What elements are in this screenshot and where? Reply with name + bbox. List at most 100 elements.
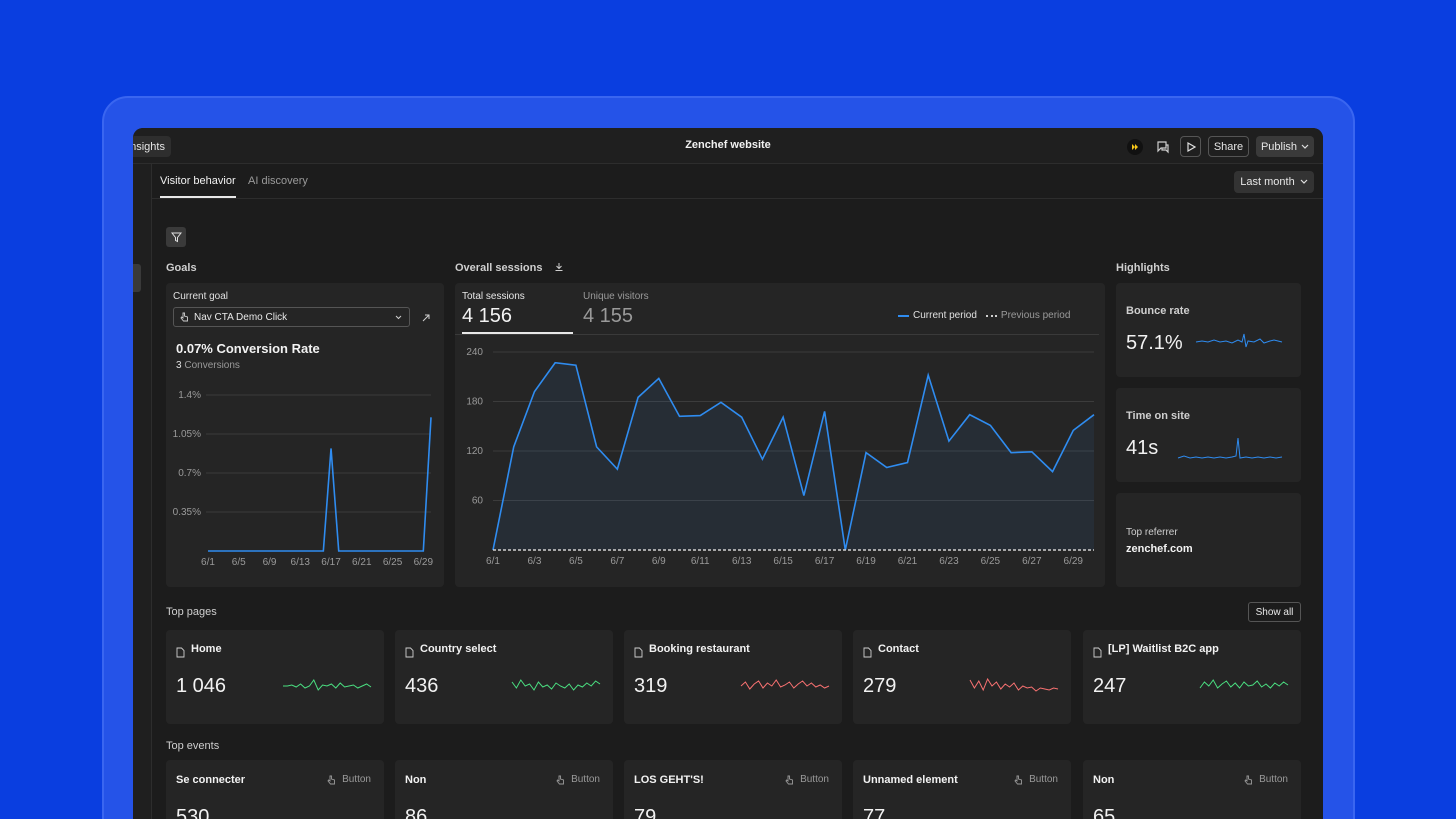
event-card[interactable]: Unnamed element Button 77 (853, 760, 1071, 819)
conversions-summary: 3 Conversions (176, 360, 240, 371)
open-goal-icon[interactable] (421, 310, 431, 328)
goal-select[interactable]: Nav CTA Demo Click (173, 307, 410, 327)
page-card[interactable]: Home 1 046 (166, 630, 384, 724)
top-referrer-card: Top referrer zenchef.com (1116, 493, 1301, 587)
x-tick-label: 6/5 (232, 557, 246, 568)
page-name: Country select (420, 643, 497, 655)
ai-assistant-icon[interactable] (1124, 136, 1145, 157)
app-window: Insights Zenchef website Share Publish V… (133, 128, 1323, 819)
page-trend-sparkline (1199, 679, 1289, 689)
filter-icon (170, 232, 182, 242)
metric-tab-underline (462, 332, 573, 334)
pointer-icon (556, 775, 565, 784)
x-tick-label: 6/9 (652, 556, 666, 567)
download-icon[interactable] (554, 262, 564, 272)
event-count: 86 (405, 806, 428, 819)
pointer-icon (180, 312, 188, 322)
x-tick-label: 6/29 (1064, 556, 1084, 567)
page-views: 436 (405, 675, 439, 697)
x-tick-label: 6/21 (898, 556, 918, 567)
top-referrer-label: Top referrer (1126, 527, 1178, 538)
top-referrer-value[interactable]: zenchef.com (1126, 543, 1193, 555)
page-trend-sparkline (969, 677, 1059, 692)
event-type-badge: Button (327, 774, 371, 785)
x-tick-label: 6/7 (610, 556, 624, 567)
publish-button[interactable]: Publish (1256, 136, 1314, 157)
date-range-select[interactable]: Last month (1234, 171, 1314, 193)
y-tick-label: 1.4% (178, 390, 201, 401)
x-tick-label: 6/17 (815, 556, 835, 567)
tab-bar: Visitor behavior AI discovery Last month (152, 164, 1323, 199)
share-button-label: Share (1213, 140, 1244, 153)
pointer-icon (1244, 775, 1253, 784)
tab-ai-discovery[interactable]: AI discovery (248, 175, 308, 187)
sessions-section-title: Overall sessions (455, 262, 564, 274)
x-tick-label: 6/5 (569, 556, 583, 567)
time-on-site-sparkline (1177, 437, 1283, 459)
chart-legend: Current period Previous period (898, 310, 1070, 321)
page-icon (1093, 645, 1102, 663)
page-icon (176, 645, 185, 663)
x-tick-label: 6/27 (1022, 556, 1042, 567)
legend-previous-label: Previous period (1000, 310, 1071, 321)
event-type-badge: Button (1244, 774, 1288, 785)
legend-previous-swatch (985, 314, 997, 317)
preview-play-icon[interactable] (1180, 136, 1201, 157)
x-tick-label: 6/9 (263, 557, 277, 568)
event-type: Button (800, 774, 829, 785)
active-tab-underline (160, 196, 236, 198)
unique-visitors-label[interactable]: Unique visitors (583, 291, 649, 302)
page-icon (405, 645, 414, 663)
pointer-icon (1014, 775, 1023, 784)
y-tick-label: 60 (472, 496, 484, 507)
tab-visitor-behavior[interactable]: Visitor behavior (160, 175, 236, 187)
comments-icon[interactable] (1152, 136, 1173, 157)
event-type-badge: Button (1014, 774, 1058, 785)
pointer-icon (327, 775, 336, 784)
event-card[interactable]: Non Button 65 (1083, 760, 1301, 819)
time-on-site-label: Time on site (1126, 410, 1190, 422)
y-tick-label: 0.7% (178, 468, 201, 479)
x-tick-label: 6/3 (527, 556, 541, 567)
insights-tab-button[interactable]: Insights (133, 136, 171, 157)
x-tick-label: 6/29 (414, 557, 434, 568)
page-card[interactable]: Contact 279 (853, 630, 1071, 724)
page-trend-sparkline (283, 679, 372, 691)
share-button[interactable]: Share (1208, 136, 1249, 157)
x-tick-label: 6/19 (856, 556, 876, 567)
chevron-down-icon (1301, 144, 1309, 149)
show-all-button[interactable]: Show all (1248, 602, 1301, 622)
y-tick-label: 1.05% (173, 429, 201, 440)
window-title: Zenchef website (685, 139, 771, 151)
y-tick-label: 180 (466, 397, 483, 408)
event-card[interactable]: Non Button 86 (395, 760, 613, 819)
bounce-rate-card: Bounce rate 57.1% (1116, 283, 1301, 377)
page-views: 247 (1093, 675, 1127, 697)
filter-button[interactable] (166, 227, 186, 247)
x-tick-label: 6/25 (981, 556, 1001, 567)
event-card[interactable]: LOS GEHT'S! Button 79 (624, 760, 842, 819)
insights-tab-label: Insights (133, 140, 165, 153)
event-name: Non (1093, 774, 1115, 786)
legend-current-label: Current period (913, 310, 977, 321)
top-bar: Insights Zenchef website Share Publish (133, 128, 1323, 164)
chevron-down-icon (395, 315, 402, 319)
time-on-site-card: Time on site 41s (1116, 388, 1301, 482)
series-line (208, 417, 432, 552)
page-card[interactable]: Booking restaurant 319 (624, 630, 842, 724)
x-tick-label: 6/23 (939, 556, 959, 567)
event-type-badge: Button (785, 774, 829, 785)
page-card[interactable]: Country select 436 (395, 630, 613, 724)
event-name: Non (405, 774, 427, 786)
page-name: [LP] Waitlist B2C app (1108, 643, 1219, 655)
sidebar (133, 164, 152, 819)
tab-label: AI discovery (248, 175, 308, 187)
event-count: 79 (634, 806, 657, 819)
page-card[interactable]: [LP] Waitlist B2C app 247 (1083, 630, 1301, 724)
metric-divider (455, 334, 1099, 335)
y-tick-label: 120 (466, 446, 483, 457)
legend-current-swatch (898, 314, 909, 317)
event-card[interactable]: Se connecter Button 530 (166, 760, 384, 819)
total-sessions-value: 4 156 (462, 305, 513, 327)
x-tick-label: 6/21 (352, 557, 372, 568)
